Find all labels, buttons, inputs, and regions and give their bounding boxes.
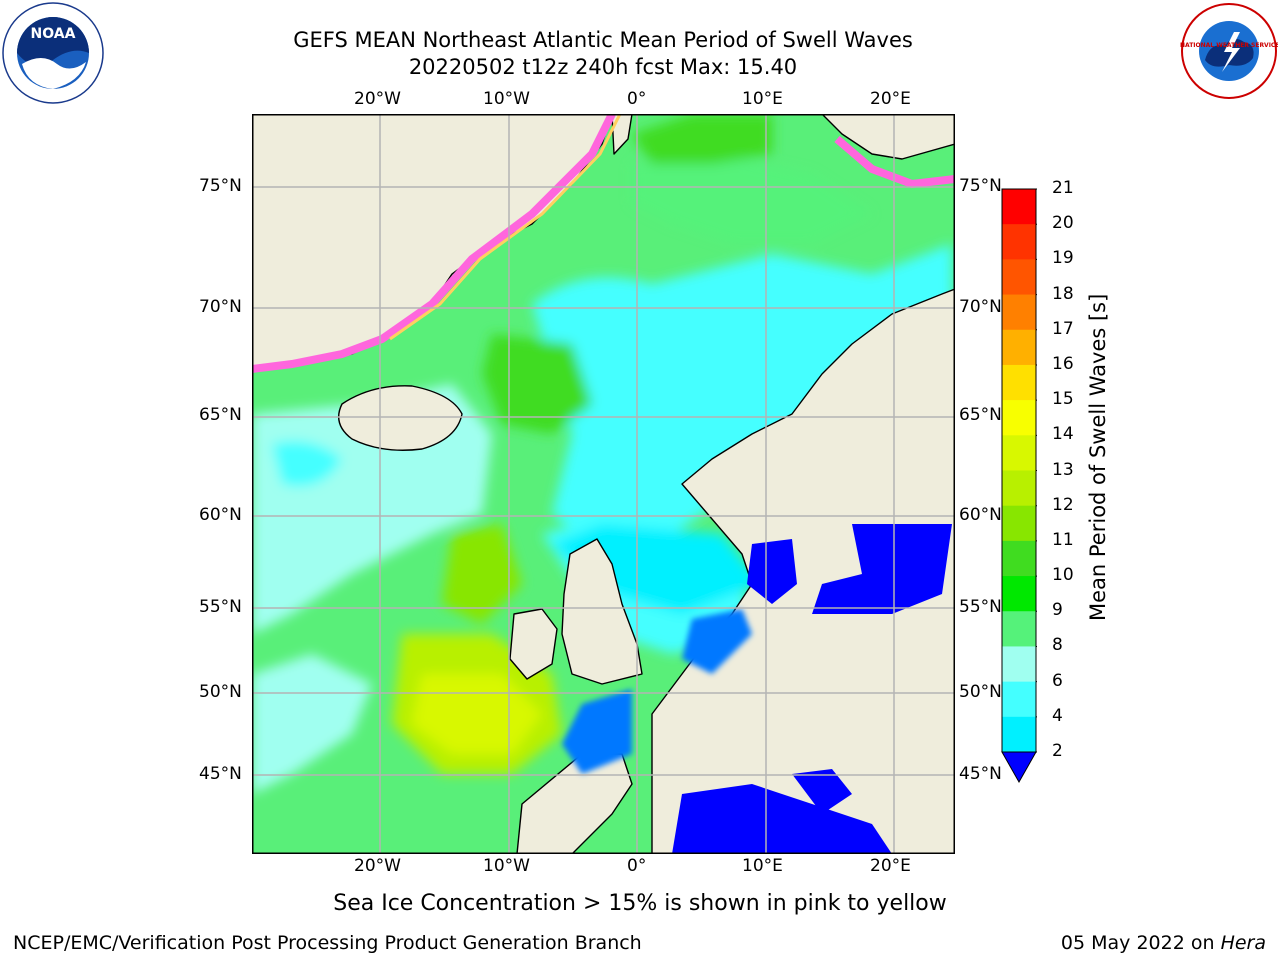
colorbar-segment [1002,681,1036,718]
colorbar-tick-label: 15 [1052,389,1074,410]
colorbar-tick-label: 4 [1052,705,1063,726]
lon-label-top: 20°W [354,89,401,109]
lon-label-bottom: 20°W [354,856,401,876]
nws-logo-text: NATIONAL WEATHER SERVICE [1180,42,1278,49]
iceland-landmass [338,385,463,451]
lat-label-right: 60°N [959,505,1002,525]
colorbar-segment [1002,224,1036,260]
colorbar-segment [1002,505,1036,542]
colorbar-tick-label: 2 [1052,741,1063,761]
lat-label-right: 70°N [959,297,1002,317]
swell-period-map [252,114,955,854]
svalbard-west [611,114,633,155]
great-britain-landmass [561,538,643,685]
graticule [252,114,955,854]
colorbar-tick-label: 13 [1052,459,1074,480]
baltic-region [812,524,952,614]
lon-label-bottom: 20°E [870,856,911,876]
colorbar-tick-label: 21 [1052,178,1074,198]
map-subtitle: 20220502 t12z 240h fcst Max: 15.40 [408,55,798,79]
ireland-landmass [509,608,558,680]
lat-label-left: 45°N [199,764,242,784]
colorbar-tick-label: 16 [1052,353,1074,374]
colorbar-segment [1002,611,1036,647]
lat-label-left: 75°N [199,176,242,196]
lon-label-top: 20°E [870,89,911,109]
colorbar-segment [1002,329,1036,366]
colorbar-tick-label: 6 [1052,670,1063,691]
colorbar-segment [1002,646,1036,683]
lat-label-right: 50°N [959,682,1002,702]
sea-ice-edge [252,114,616,373]
field-region [632,114,772,164]
colorbar-graphic [1001,188,1037,784]
colorbar-tick-label: 14 [1052,424,1074,445]
map-title: GEFS MEAN Northeast Atlantic Mean Period… [293,28,913,52]
field-region [552,524,762,614]
colorbar-tick-label: 20 [1052,213,1074,234]
colorbar-segment [1002,400,1036,436]
noaa-logo-text: NOAA [31,26,76,42]
footer-credit: NCEP/EMC/Verification Post Processing Pr… [13,932,642,954]
colorbar-tick-label: 12 [1052,494,1074,515]
colorbar-segment [1002,259,1036,296]
colorbar-segment [1002,576,1036,612]
lat-label-right: 65°N [959,405,1002,425]
noaa-logo: NOAA [2,2,104,104]
nws-logo: NATIONAL WEATHER SERVICE [1180,2,1278,100]
field-region [252,654,372,794]
biscay-region [562,689,632,774]
lon-label-top: 10°W [483,89,530,109]
lat-label-right: 45°N [959,764,1002,784]
lon-label-top: 0° [627,89,647,109]
map-frame [252,114,955,854]
colorbar-segment [1002,470,1036,507]
field-region [632,154,872,244]
sea-ice-edge [834,135,955,189]
colorbar-tick-label: 17 [1052,318,1074,339]
lat-label-left: 65°N [199,405,242,425]
channel-region [682,609,752,674]
colorbar-segment [1002,189,1036,225]
colorbar-extend-arrow [1001,751,1037,784]
colorbar-tick-label: 11 [1052,529,1074,550]
mediterranean-region [672,784,892,854]
lon-label-bottom: 10°E [742,856,783,876]
lat-label-left: 60°N [199,505,242,525]
footer-host: Hera [1220,932,1266,954]
footer-date: 05 May 2022 on Hera [1061,932,1266,954]
colorbar-tick-label: 10 [1052,565,1074,586]
lon-label-top: 10°E [742,89,783,109]
colorbar-segment [1002,294,1036,331]
colorbar-segment [1002,435,1036,471]
colorbar-segment [1002,364,1036,401]
colorbar-segment [1002,716,1036,753]
colorbar-tick-label: 18 [1052,283,1074,304]
lon-label-bottom: 10°W [483,856,530,876]
colorbar-tick-label: 8 [1052,635,1063,656]
lat-label-right: 55°N [959,597,1002,617]
field-region [272,441,342,487]
colorbar-segment [1002,540,1036,577]
lon-label-bottom: 0° [627,856,647,876]
adriatic-region [792,769,852,814]
colorbar-tick-label: 9 [1052,600,1063,621]
footer-date-text: 05 May 2022 on [1060,932,1215,954]
baltic-region [747,539,797,604]
lat-label-left: 55°N [199,597,242,617]
sea-ice-edge [389,114,622,341]
field-region [442,524,522,624]
colorbar-tick-label: 19 [1052,248,1074,269]
colorbar [1001,186,1037,786]
lat-label-left: 70°N [199,297,242,317]
colorbar-title: Mean Period of Swell Waves [s] [1086,293,1110,621]
svalbard-landmass [821,114,955,160]
lat-label-right: 75°N [959,176,1002,196]
sea-ice-note: Sea Ice Concentration > 15% is shown in … [333,891,947,916]
lat-label-left: 50°N [199,682,242,702]
